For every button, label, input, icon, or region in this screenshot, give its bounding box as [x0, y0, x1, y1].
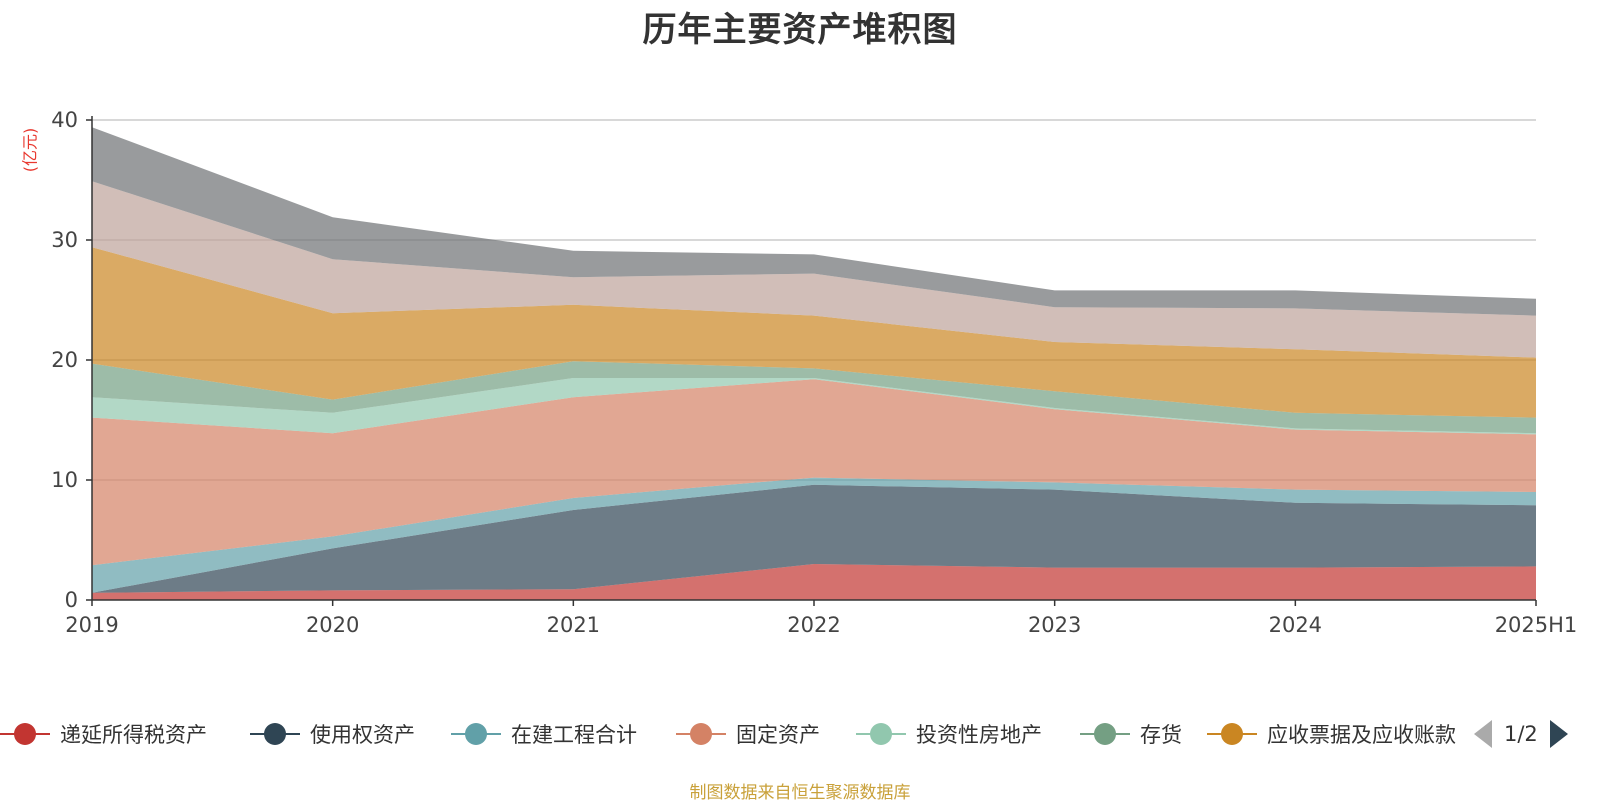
- legend-label: 使用权资产: [310, 723, 415, 747]
- legend-label: 固定资产: [736, 723, 820, 747]
- legend-item[interactable]: 递延所得税资产: [0, 716, 207, 752]
- area-series-5: [92, 361, 1536, 434]
- x-tick-label: 2022: [787, 613, 840, 637]
- legend: 递延所得税资产 使用权资产 在建工程合计 固定资产 投资性房地产 存货 应收票据及应收账款: [0, 716, 1600, 752]
- area-series: [92, 127, 1536, 600]
- legend-item[interactable]: 使用权资产: [250, 716, 415, 752]
- legend-item[interactable]: 固定资产: [676, 716, 820, 752]
- area-series-2: [92, 477, 1536, 593]
- legend-page-indicator: 1/2: [1504, 722, 1538, 746]
- y-tick-label: 10: [51, 468, 78, 492]
- x-tick-label: 2023: [1028, 613, 1081, 637]
- area-series-1: [92, 484, 1536, 593]
- y-tick-label: 30: [51, 228, 78, 252]
- legend-marker-icon: [1080, 716, 1130, 752]
- x-tick-label: 2025H1: [1495, 613, 1578, 637]
- legend-next-page-icon[interactable]: [1549, 720, 1568, 748]
- area-series-6: [92, 247, 1536, 418]
- legend-item[interactable]: 存货: [1080, 716, 1182, 752]
- legend-label: 投资性房地产: [916, 723, 1042, 747]
- tick-labels: 0 10 20 30 40 2019 2020 2021 2022 2023 2024 2025H1: [51, 108, 1577, 637]
- legend-pager: 1/2: [1474, 716, 1568, 752]
- x-tick-label: 2024: [1269, 613, 1322, 637]
- y-tick-label: 0: [65, 588, 78, 612]
- x-tick-label: 2021: [547, 613, 600, 637]
- x-tick-label: 2020: [306, 613, 359, 637]
- legend-item[interactable]: 应收票据及应收账款: [1207, 716, 1456, 752]
- x-tick-label: 2019: [65, 613, 118, 637]
- legend-marker-icon: [676, 716, 726, 752]
- legend-label: 应收票据及应收账款: [1267, 723, 1456, 747]
- stacked-area-chart: 0 10 20 30 40 2019 2020 2021 2022 2023 2024 2025H1: [51, 108, 1577, 637]
- legend-marker-icon: [0, 716, 50, 752]
- legend-marker-icon: [250, 716, 300, 752]
- legend-prev-page-icon[interactable]: [1474, 720, 1492, 748]
- legend-label: 存货: [1140, 723, 1182, 747]
- y-tick-label: 20: [51, 348, 78, 372]
- y-tick-label: 40: [51, 108, 78, 132]
- area-series-4: [92, 378, 1536, 435]
- legend-label: 递延所得税资产: [60, 723, 207, 747]
- axes: [86, 116, 1537, 606]
- area-series-8: [92, 127, 1536, 316]
- legend-marker-icon: [451, 716, 501, 752]
- legend-marker-icon: [856, 716, 906, 752]
- chart-title: 历年主要资产堆积图: [642, 10, 958, 50]
- area-series-7: [92, 181, 1536, 358]
- legend-item[interactable]: 在建工程合计: [451, 716, 637, 752]
- legend-label: 在建工程合计: [511, 723, 637, 747]
- legend-marker-icon: [1207, 716, 1257, 752]
- area-series-0: [92, 564, 1536, 600]
- area-series-3: [92, 379, 1536, 566]
- legend-item[interactable]: 投资性房地产: [856, 716, 1042, 752]
- data-source-note: 制图数据来自恒生聚源数据库: [689, 783, 911, 803]
